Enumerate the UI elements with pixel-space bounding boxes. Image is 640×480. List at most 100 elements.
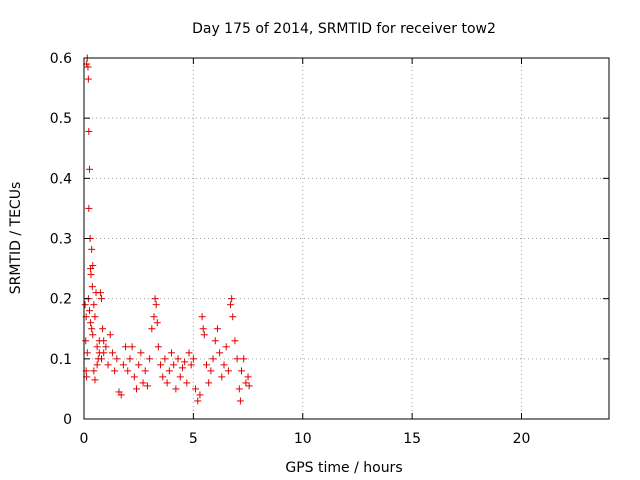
y-axis-label: SRMTID / TECUs xyxy=(8,182,24,295)
data-point xyxy=(90,367,98,375)
x-tick-label: 15 xyxy=(403,431,421,447)
data-point xyxy=(108,349,116,357)
data-point xyxy=(238,367,245,375)
data-point xyxy=(104,361,112,369)
data-point xyxy=(159,373,167,381)
data-point xyxy=(198,313,206,321)
data-point xyxy=(135,361,143,369)
data-point xyxy=(100,337,108,345)
data-point xyxy=(227,301,235,309)
data-point xyxy=(236,397,244,405)
y-tick-label: 0.2 xyxy=(50,292,72,308)
data-point xyxy=(172,385,180,393)
data-point xyxy=(139,379,147,387)
data-point xyxy=(209,355,217,363)
data-point xyxy=(81,301,89,309)
y-tick-label: 0 xyxy=(63,412,72,428)
data-point xyxy=(199,325,207,333)
data-point xyxy=(176,373,184,381)
data-point xyxy=(205,379,213,387)
data-point xyxy=(196,391,204,399)
data-point xyxy=(178,364,186,372)
data-point xyxy=(153,319,161,327)
data-point xyxy=(187,361,195,369)
data-point xyxy=(117,391,125,399)
data-point xyxy=(174,355,182,363)
data-point xyxy=(207,367,215,375)
data-point xyxy=(211,337,219,345)
data-point xyxy=(200,331,208,339)
data-point xyxy=(87,271,95,279)
data-point xyxy=(85,307,93,315)
x-tick-labels: 0 5 10 15 20 xyxy=(80,431,531,447)
data-point xyxy=(93,343,101,351)
data-point xyxy=(240,355,248,363)
x-tick-label: 10 xyxy=(294,431,312,447)
data-point xyxy=(213,325,221,333)
data-point xyxy=(128,343,136,351)
data-point xyxy=(91,313,99,321)
data-point xyxy=(152,301,160,309)
data-point xyxy=(203,361,210,369)
x-tick-label: 20 xyxy=(513,431,531,447)
data-point xyxy=(99,325,107,333)
data-point xyxy=(124,367,132,375)
data-point xyxy=(102,343,110,351)
data-point xyxy=(82,337,90,345)
data-point xyxy=(170,361,178,369)
data-point xyxy=(154,343,162,351)
data-point xyxy=(189,355,197,363)
data-point xyxy=(228,295,236,303)
data-point xyxy=(93,361,101,369)
points-layer xyxy=(81,54,253,405)
data-point xyxy=(216,349,224,357)
data-point xyxy=(235,385,243,393)
y-tick-label: 0.5 xyxy=(50,111,72,127)
data-point xyxy=(185,349,193,357)
data-point xyxy=(165,367,173,375)
data-point xyxy=(133,385,140,393)
data-point xyxy=(181,358,189,366)
data-point xyxy=(89,331,97,339)
data-point xyxy=(85,165,93,173)
x-axis-label: GPS time / hours xyxy=(285,460,402,476)
x-tick-label: 5 xyxy=(189,431,198,447)
data-point xyxy=(119,361,127,369)
data-point xyxy=(87,319,95,327)
data-point xyxy=(88,283,96,291)
y-tick-label: 0.3 xyxy=(50,232,72,248)
data-point xyxy=(96,289,104,297)
data-point xyxy=(245,382,253,390)
y-tick-labels: 0 0.1 0.2 0.3 0.4 0.5 0.6 xyxy=(50,51,72,428)
data-point xyxy=(113,355,121,363)
x-tick-label: 0 xyxy=(80,431,89,447)
data-point xyxy=(88,245,96,253)
data-point xyxy=(143,382,151,390)
data-point xyxy=(231,337,239,345)
data-point xyxy=(242,379,250,387)
data-point xyxy=(85,204,93,212)
data-point xyxy=(163,379,171,387)
data-point xyxy=(84,75,92,83)
data-point xyxy=(150,313,158,321)
y-tick-label: 0.4 xyxy=(50,171,72,187)
data-point xyxy=(168,349,175,357)
data-point xyxy=(126,355,134,363)
data-point xyxy=(141,367,149,375)
data-point xyxy=(157,361,165,369)
data-point xyxy=(146,355,154,363)
data-point xyxy=(98,295,105,303)
data-point xyxy=(95,349,103,357)
data-point xyxy=(122,343,130,351)
data-point xyxy=(222,343,230,351)
data-point xyxy=(183,379,191,387)
data-point xyxy=(85,127,93,135)
data-point xyxy=(91,376,99,384)
chart-title: Day 175 of 2014, SRMTID for receiver tow… xyxy=(192,21,496,37)
data-point xyxy=(130,373,138,381)
data-point xyxy=(90,301,98,309)
data-point xyxy=(89,262,97,270)
data-point xyxy=(229,313,237,321)
